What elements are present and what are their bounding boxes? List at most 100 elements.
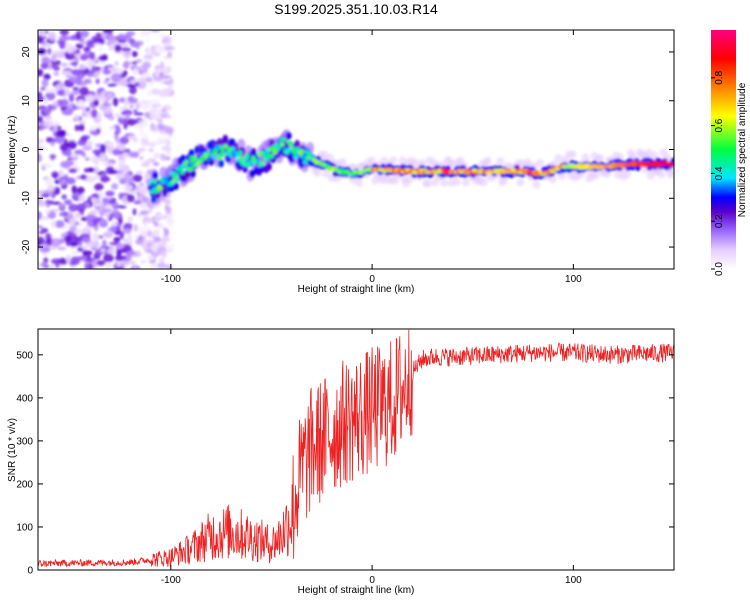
spectrogram-body-cell — [216, 138, 223, 147]
spectrogram-noise-cell — [83, 78, 92, 84]
spectrogram-noise-cell — [45, 91, 56, 101]
spectrogram-core-cell — [150, 182, 156, 188]
spectrogram-noise-cell — [151, 244, 157, 253]
spectrogram-noise-cell — [144, 47, 150, 54]
spectrogram-x-tick-label: 0 — [369, 274, 375, 285]
spectrogram-halo-cell — [367, 156, 376, 165]
spectrogram-body-cell — [180, 154, 186, 163]
spectrogram-core-cell — [238, 156, 244, 161]
spectrogram-noise-cell — [83, 168, 91, 173]
spectrogram-core-cell — [230, 146, 236, 152]
spectrogram-noise-cell — [164, 126, 174, 135]
spectrogram-noise-cell — [106, 247, 116, 256]
spectrogram-noise-cell — [68, 93, 75, 103]
spectrogram-noise-cell — [98, 55, 108, 62]
spectrogram-noise-cell — [82, 145, 93, 151]
spectrogram-halo-cell — [322, 169, 331, 178]
spectrogram-noise-cell — [69, 241, 78, 247]
spectrogram-core-cell — [242, 162, 248, 167]
colorbar-tick-label: 0.8 — [714, 70, 725, 84]
spectrogram-noise-cell — [38, 111, 42, 117]
spectrogram-core-cell — [218, 145, 224, 150]
spectrogram-noise-cell — [59, 143, 69, 152]
spectrogram-core-cell — [288, 141, 294, 146]
spectrogram-noise-cell — [147, 255, 155, 261]
spectrogram-noise-cell — [142, 216, 151, 225]
spectrogram-body-cell — [294, 139, 301, 148]
spectrogram-halo-cell — [592, 171, 601, 180]
spectrogram-body-cell — [194, 145, 201, 154]
spectrogram-y-tick-label: 0 — [21, 146, 32, 152]
spectrogram-noise-cell — [85, 175, 96, 183]
spectrogram-halo-cell — [483, 156, 492, 165]
spectrogram-noise-cell — [114, 44, 122, 53]
spectrogram-halo-cell — [418, 159, 427, 168]
colorbar-tick-label: 0.6 — [714, 118, 725, 132]
spectrogram-noise-cell — [84, 157, 90, 161]
spectrogram-noise-cell — [164, 156, 171, 161]
spectrogram-noise-cell — [50, 138, 58, 143]
spectrogram-noise-cell — [100, 248, 106, 253]
spectrogram-x-tick-label: 100 — [565, 274, 582, 285]
spectrogram-noise-cell — [77, 38, 84, 42]
spectrogram-noise-cell — [95, 78, 100, 85]
spectrogram-noise-cell — [127, 215, 134, 223]
spectrogram-noise-cell — [38, 262, 42, 268]
spectrogram-noise-cell — [119, 78, 128, 87]
spectrogram-body-cell — [670, 157, 674, 164]
spectrogram-halo-cell — [423, 179, 432, 188]
spectrogram-noise-cell — [139, 210, 149, 216]
spectrogram-y-label: Frequency (Hz) — [7, 116, 18, 185]
spectrogram-core-cell — [301, 154, 307, 159]
spectrogram-noise-cell — [38, 142, 42, 147]
spectrogram-noise-cell — [80, 136, 89, 141]
spectrogram-noise-cell — [66, 61, 71, 70]
spectrogram-noise-cell — [161, 89, 173, 95]
spectrogram-noise-cell — [90, 198, 101, 202]
spectrogram-core-cell — [285, 148, 291, 153]
spectrogram-noise-cell — [103, 162, 114, 167]
spectrogram-noise-cell — [88, 51, 94, 60]
spectrogram-core-cell — [217, 156, 222, 161]
spectrogram-noise-cell — [53, 72, 59, 76]
spectrogram-noise-cell — [147, 208, 153, 214]
spectrogram-noise-cell — [142, 118, 148, 127]
snr-frame — [37, 328, 675, 571]
spectrogram-noise-cell — [103, 253, 114, 263]
spectrogram-noise-cell — [70, 256, 81, 266]
spectrogram-noise-cell — [71, 185, 77, 194]
spectrogram-noise-cell — [61, 110, 73, 116]
spectrogram-noise-cell — [162, 107, 167, 113]
spectrogram-noise-cell — [115, 125, 121, 135]
spectrogram-halo-cell — [657, 170, 666, 179]
spectrogram-y-tick-label: -10 — [21, 191, 32, 206]
spectrogram-noise-cell — [38, 91, 43, 97]
spectrogram-halo-cell — [554, 153, 563, 162]
spectrogram-core-cell — [281, 137, 286, 142]
spectrogram-noise-cell — [118, 192, 124, 200]
spectrogram-noise-cell — [99, 152, 106, 161]
spectrogram-noise-cell — [65, 52, 76, 61]
spectrogram-body-cell — [150, 195, 157, 204]
spectrogram-body-cell — [218, 159, 224, 168]
spectrogram-body-cell — [190, 169, 196, 178]
spectrogram-noise-cell — [122, 61, 130, 69]
spectrogram-noise-cell — [151, 216, 156, 224]
spectrogram-noise-cell — [165, 138, 171, 148]
spectrogram-noise-cell — [105, 77, 110, 82]
spectrogram-noise-cell — [92, 232, 100, 242]
spectrogram-noise-cell — [74, 149, 85, 155]
spectrogram-noise-cell — [40, 193, 50, 198]
spectrogram-noise-cell — [123, 49, 131, 59]
spectrogram-core-cell — [244, 153, 250, 159]
spectrogram-noise-cell — [131, 50, 138, 58]
spectrogram-noise-cell — [69, 62, 78, 66]
spectrogram-noise-cell — [47, 185, 56, 192]
spectrogram-noise-cell — [109, 67, 117, 73]
spectrogram-noise-cell — [133, 223, 139, 232]
spectrogram-noise-cell — [163, 55, 170, 60]
spectrogram-noise-cell — [84, 51, 90, 55]
spectrogram-noise-cell — [144, 159, 151, 165]
spectrogram-noise-cell — [38, 47, 47, 56]
spectrogram-noise-cell — [44, 209, 50, 215]
